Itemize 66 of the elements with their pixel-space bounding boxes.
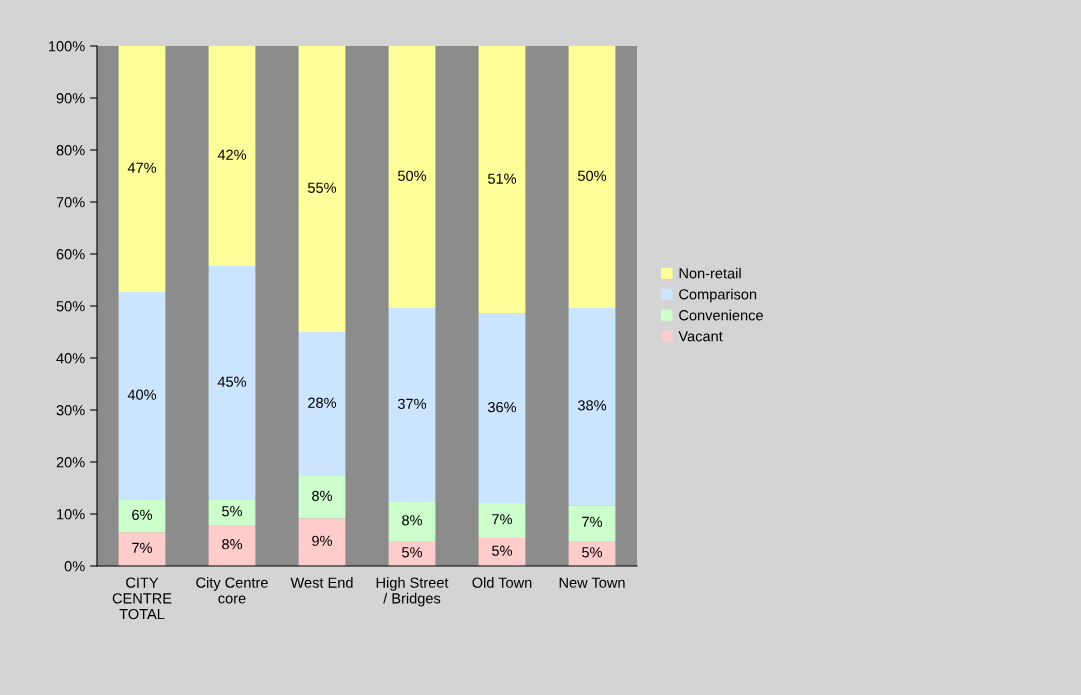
y-tick-label: 90%: [56, 93, 85, 104]
bar: [118, 499, 166, 533]
bar: [388, 502, 436, 542]
data-label: 51%: [487, 173, 517, 184]
data-label: 5%: [222, 506, 243, 517]
y-tick-label: 40%: [56, 353, 85, 364]
bar: [388, 308, 436, 503]
data-label: 45%: [217, 376, 247, 387]
bar: [298, 476, 346, 519]
x-tick-label: CITY CENTRE TOTAL: [112, 577, 172, 620]
bar: [478, 313, 526, 504]
bar: [568, 308, 616, 506]
bar: [298, 46, 346, 332]
bar: [568, 46, 616, 309]
bar: [298, 332, 346, 477]
data-label: 42%: [217, 149, 247, 160]
data-label: 7%: [582, 516, 603, 527]
data-label: 40%: [127, 389, 157, 400]
y-tick-label: 100%: [49, 41, 85, 52]
bar: [208, 524, 256, 566]
bar: [478, 46, 526, 314]
legend-label: Comparison: [679, 288, 757, 303]
y-tick-label: 80%: [56, 145, 85, 156]
bar: [118, 291, 166, 500]
data-label: 28%: [308, 397, 337, 408]
data-label: 9%: [312, 535, 333, 546]
data-label: 8%: [402, 515, 423, 526]
y-tick-label: 50%: [56, 301, 85, 312]
legend-label: Vacant: [678, 331, 723, 342]
data-label: 50%: [397, 170, 427, 181]
x-tick-label: City Centre core: [196, 577, 268, 604]
data-label: 5%: [402, 547, 423, 558]
data-label: 6%: [132, 509, 153, 520]
data-label: 36%: [487, 402, 517, 413]
x-tick-label: High Street / Bridges: [376, 577, 449, 607]
bar: [208, 265, 256, 500]
x-tick-label: West End: [290, 577, 353, 588]
y-tick-label: 70%: [56, 197, 85, 208]
bar: [568, 505, 616, 542]
bar: [298, 518, 346, 566]
y-tick-label: 30%: [56, 405, 85, 416]
bar: [118, 532, 166, 566]
data-label: 55%: [307, 182, 337, 193]
data-label: 5%: [492, 545, 513, 556]
bar: [118, 46, 166, 292]
data-label: 7%: [132, 542, 153, 553]
bar: [208, 499, 256, 525]
data-label: 37%: [397, 398, 427, 409]
y-tick-label: 20%: [56, 457, 85, 468]
x-tick-label: Old Town: [472, 577, 532, 588]
bar: [208, 46, 256, 266]
data-label: 38%: [577, 400, 607, 411]
data-label: 47%: [127, 162, 157, 173]
data-label: 5%: [582, 547, 603, 558]
data-label: 7%: [492, 514, 513, 525]
bar: [478, 503, 526, 538]
data-label: 8%: [312, 490, 333, 502]
legend-label: Non-retail: [679, 267, 741, 279]
y-tick-label: 60%: [56, 249, 85, 260]
x-tick-label: New Town: [559, 577, 625, 588]
data-label: 8%: [222, 539, 243, 550]
y-tick-label: 0%: [64, 561, 85, 572]
y-tick-label: 10%: [57, 509, 85, 520]
legend-label: Convenience: [679, 309, 763, 321]
data-label: 50%: [577, 170, 607, 181]
bar: [388, 46, 436, 309]
